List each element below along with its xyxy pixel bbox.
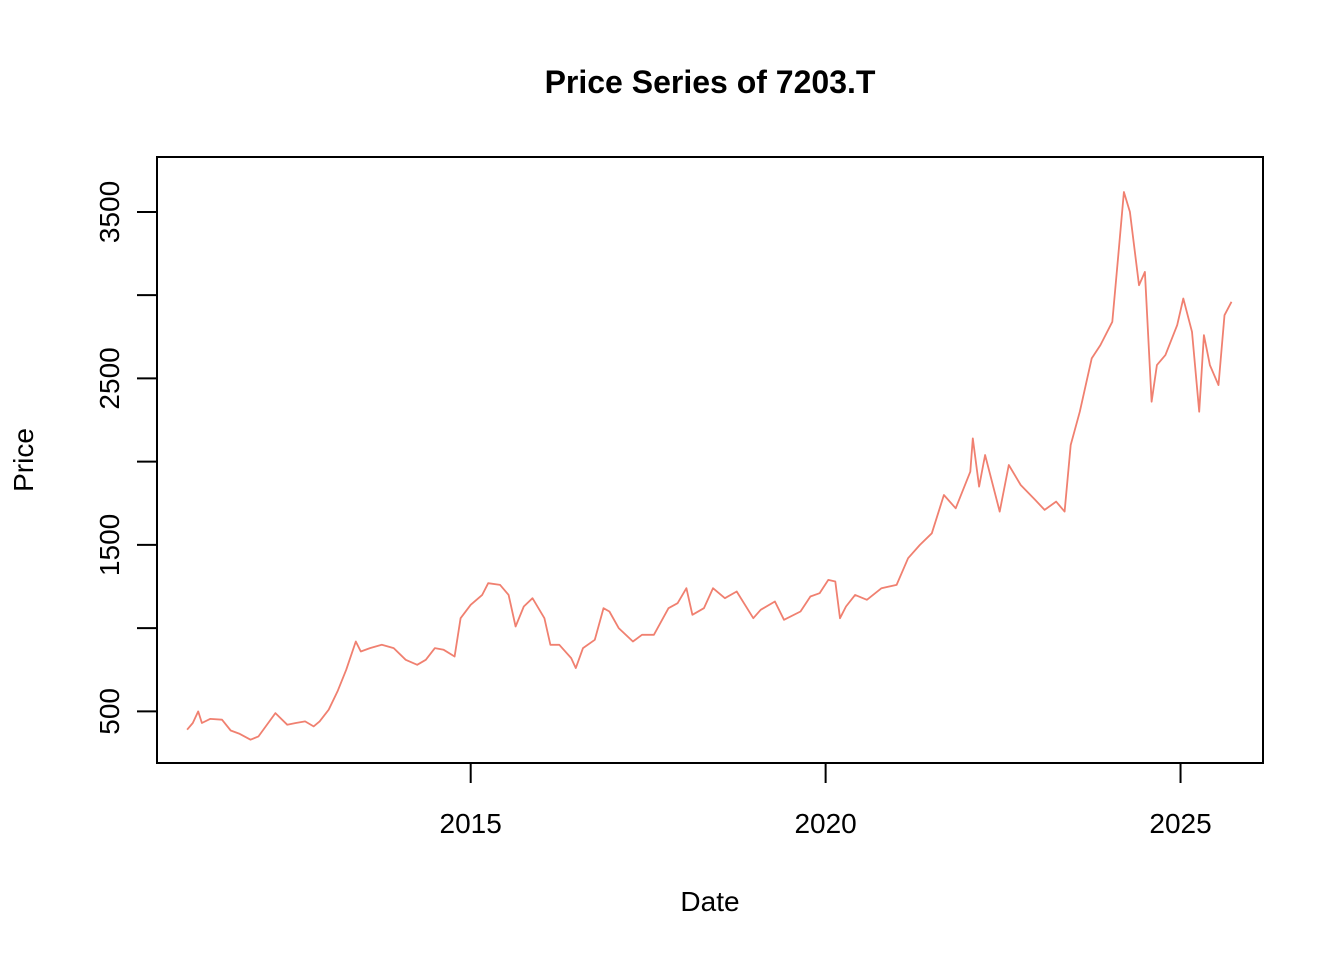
y-axis-label: Price	[8, 428, 39, 492]
x-tick-label: 2015	[440, 808, 502, 839]
chart-title: Price Series of 7203.T	[545, 64, 876, 100]
x-tick-label: 2025	[1149, 808, 1211, 839]
y-tick-label: 3500	[94, 181, 125, 243]
x-tick-label: 2020	[794, 808, 856, 839]
y-tick-label: 2500	[94, 347, 125, 409]
x-axis: 2015 2020 2025	[440, 763, 1212, 839]
price-series-line	[186, 191, 1233, 741]
y-tick-label: 1500	[94, 514, 125, 576]
y-axis: 500 1500 2500 3500	[94, 181, 157, 735]
plot-frame	[156, 156, 1264, 764]
x-axis-label: Date	[680, 886, 739, 917]
y-tick-label: 500	[94, 688, 125, 735]
